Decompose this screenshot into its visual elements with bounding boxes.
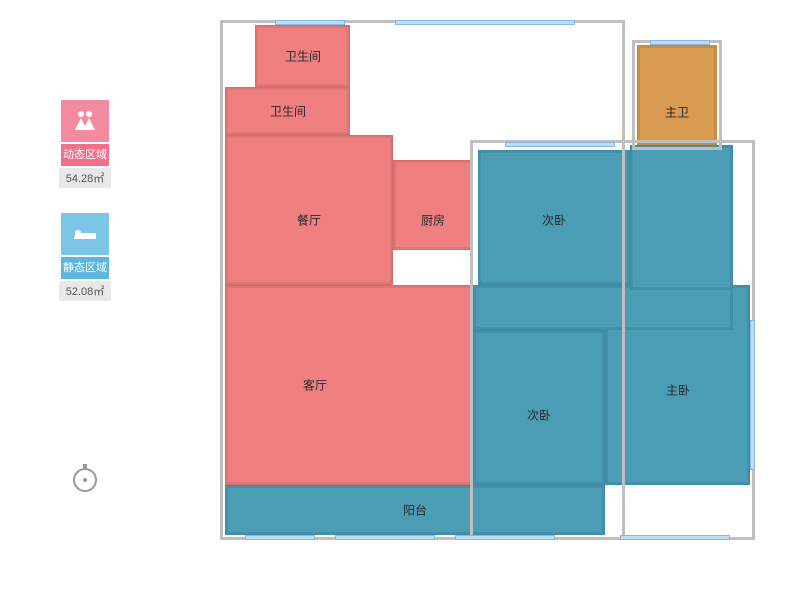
room-ciwo1 (478, 150, 630, 285)
window-8 (650, 40, 710, 45)
window-1 (395, 20, 575, 25)
room-chufang (393, 160, 473, 250)
window-4 (335, 535, 435, 540)
legend-dynamic-value: 54.28㎡ (59, 168, 111, 188)
people-icon (61, 100, 109, 142)
room-keting (225, 285, 473, 485)
legend-static-value: 52.08㎡ (59, 281, 111, 301)
room-canting (225, 135, 393, 285)
room-corridor2 (630, 145, 733, 290)
legend-static: 静态区域 52.08㎡ (55, 213, 115, 301)
legend: 动态区域 54.28㎡ 静态区域 52.08㎡ (55, 100, 115, 326)
window-3 (245, 535, 315, 540)
room-corridor (473, 285, 733, 330)
floorplan: 卫生间卫生间餐厅厨房客厅主卫次卧次卧主卧阳台 (215, 20, 750, 580)
window-5 (455, 535, 555, 540)
legend-dynamic: 动态区域 54.28㎡ (55, 100, 115, 188)
room-ciwo2 (473, 330, 605, 485)
room-yangtai (225, 485, 605, 535)
room-wsj2 (225, 87, 350, 135)
window-7 (750, 320, 755, 470)
room-wsj1 (255, 25, 350, 87)
legend-static-title: 静态区域 (61, 257, 109, 279)
sleep-icon (61, 213, 109, 255)
window-2 (505, 142, 615, 147)
legend-dynamic-title: 动态区域 (61, 144, 109, 166)
compass-icon (68, 460, 102, 494)
room-zhuwei (637, 45, 717, 145)
window-6 (620, 535, 730, 540)
window-0 (275, 20, 345, 25)
